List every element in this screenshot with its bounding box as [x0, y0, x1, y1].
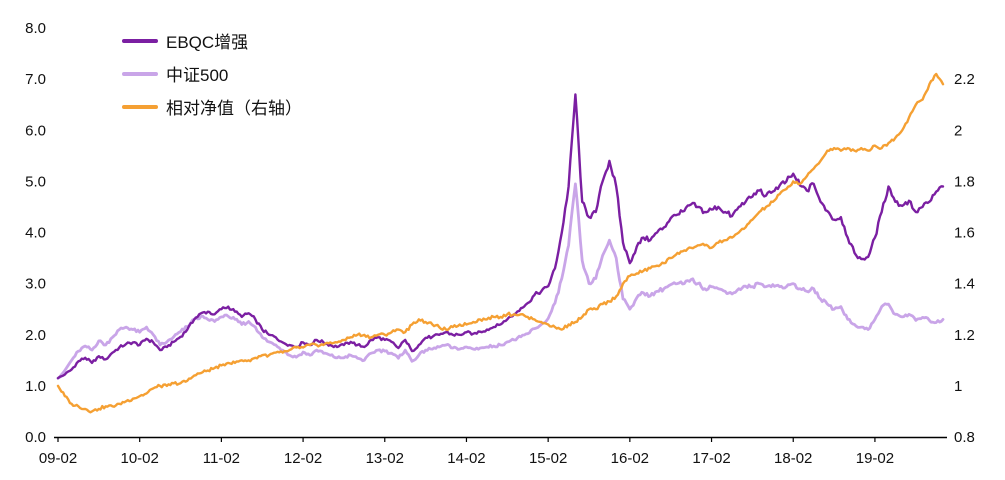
y-axis-left-tick-label: 3.0 [25, 276, 46, 293]
x-axis-tick-label: 19-02 [856, 450, 894, 467]
x-axis-tick-label: 15-02 [529, 450, 567, 467]
y-axis-left-tick-label: 1.0 [25, 378, 46, 395]
series-line-ebqc [56, 93, 945, 380]
x-axis-tick-label: 16-02 [611, 450, 649, 467]
legend: EBQC增强 中证500 相对净值（右轴） [122, 30, 302, 118]
x-axis-tick-label: 18-02 [774, 450, 812, 467]
legend-swatch-ebqc [122, 38, 158, 43]
y-axis-left-tick-label: 5.0 [25, 173, 46, 190]
y-axis-left-tick-label: 8.0 [25, 20, 46, 37]
legend-label-relative-nav: 相对净值（右轴） [166, 99, 302, 118]
y-axis-right-tick-label: 0.8 [954, 429, 975, 446]
y-axis-left-tick-label: 7.0 [25, 71, 46, 88]
x-axis-tick-label: 17-02 [692, 450, 730, 467]
y-axis-left-tick-label: 6.0 [25, 122, 46, 139]
x-axis-tick-label: 12-02 [284, 450, 322, 467]
y-axis-right-tick-label: 2 [954, 122, 962, 139]
series-line-csi500 [56, 182, 945, 380]
x-axis-tick-label: 13-02 [366, 450, 404, 467]
legend-label-csi500: 中证500 [166, 66, 229, 85]
y-axis-right-tick-label: 1 [954, 378, 962, 395]
x-axis-tick-label: 09-02 [39, 450, 77, 467]
legend-item-csi500: 中证500 [122, 63, 302, 85]
legend-item-ebqc: EBQC增强 [122, 30, 302, 52]
y-axis-left-tick-label: 2.0 [25, 327, 46, 344]
x-axis-tick-label: 10-02 [121, 450, 159, 467]
y-axis-right-tick-label: 1.2 [954, 327, 975, 344]
y-axis-right-tick-label: 1.4 [954, 276, 975, 293]
legend-item-relative-nav: 相对净值（右轴） [122, 96, 302, 118]
y-axis-right-tick-label: 1.8 [954, 173, 975, 190]
y-axis-right-tick-label: 2.2 [954, 71, 975, 88]
x-axis-tick-label: 14-02 [447, 450, 485, 467]
legend-swatch-relative-nav [122, 104, 158, 109]
y-axis-left-tick-label: 0.0 [25, 429, 46, 446]
x-axis-tick-label: 11-02 [203, 450, 240, 467]
legend-swatch-csi500 [122, 71, 158, 76]
y-axis-left-tick-label: 4.0 [25, 225, 46, 242]
legend-label-ebqc: EBQC增强 [166, 33, 249, 52]
series-line-relative-nav [56, 72, 945, 414]
y-axis-right-tick-label: 1.6 [954, 225, 975, 242]
